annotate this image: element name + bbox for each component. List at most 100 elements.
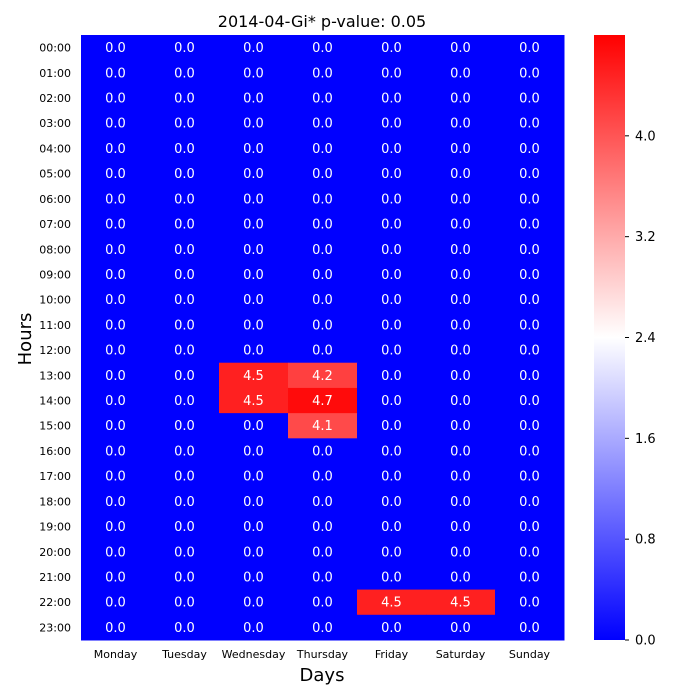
- heatmap-cell: [81, 312, 151, 338]
- heatmap-cell: [357, 463, 427, 490]
- heatmap-cell-label: 0.0: [105, 243, 126, 258]
- heatmap-cell-label: 0.0: [243, 66, 264, 81]
- heatmap-cell-label: 0.0: [174, 66, 195, 81]
- heatmap-cell: [81, 236, 151, 263]
- heatmap-cell: [150, 564, 220, 591]
- heatmap-cell-label: 0.0: [105, 545, 126, 560]
- heatmap-cell: [81, 362, 151, 389]
- heatmap-cell-label: 0.0: [519, 394, 540, 409]
- heatmap-cell-label: 0.0: [105, 293, 126, 308]
- heatmap-cell-label: 0.0: [519, 570, 540, 585]
- y-tick-label: 04:00: [39, 142, 71, 155]
- heatmap-cell: [81, 564, 151, 591]
- y-tick-label: 16:00: [39, 445, 71, 458]
- heatmap-cell: [219, 261, 289, 288]
- heatmap-cell: [219, 539, 289, 565]
- heatmap-cell-label: 0.0: [174, 570, 195, 585]
- heatmap-cell-label: 0.0: [105, 444, 126, 459]
- heatmap-cell-label: 0.0: [519, 495, 540, 510]
- y-tick-label: 11:00: [39, 319, 71, 332]
- heatmap-cell: [219, 85, 289, 112]
- heatmap-cell-label: 0.0: [519, 520, 540, 535]
- heatmap-cell: [150, 488, 220, 515]
- y-tick-label: 15:00: [39, 420, 71, 433]
- heatmap-cell-label: 0.0: [174, 268, 195, 283]
- x-axis-label: Days: [300, 665, 345, 686]
- colorbar-tick-label: 4.0: [635, 129, 656, 144]
- y-tick-label: 23:00: [39, 621, 71, 634]
- heatmap-cell: [426, 564, 496, 591]
- heatmap-cell-label: 0.0: [243, 41, 264, 56]
- heatmap-cell: [426, 261, 496, 288]
- heatmap-cell: [495, 387, 565, 414]
- heatmap-cell: [495, 589, 565, 616]
- heatmap-cell-label: 0.0: [381, 142, 402, 157]
- heatmap-cell-label: 0.0: [105, 167, 126, 182]
- heatmap-cell: [150, 387, 220, 414]
- x-tick-label: Friday: [375, 648, 409, 661]
- heatmap-cell: [288, 463, 358, 490]
- heatmap-cell-label: 0.0: [519, 369, 540, 384]
- heatmap-cell-label: 0.0: [312, 142, 333, 157]
- heatmap-cell-label: 0.0: [450, 394, 471, 409]
- colorbar-ticks: 0.0 0.8 1.6 2.4 3.2 4.0: [625, 129, 656, 649]
- heatmap-cell: [81, 60, 151, 86]
- heatmap-cell: [81, 488, 151, 515]
- heatmap-cell: [150, 337, 220, 364]
- heatmap-cell: [288, 337, 358, 364]
- heatmap-cell-label: 0.0: [174, 41, 195, 56]
- heatmap-cell: [357, 488, 427, 515]
- heatmap-cell: [426, 236, 496, 263]
- heatmap-cell: [150, 161, 220, 187]
- heatmap-cell: [426, 35, 496, 61]
- heatmap-cell: [81, 186, 151, 212]
- heatmap-cell: [288, 236, 358, 263]
- heatmap-cell-label: 0.0: [174, 470, 195, 485]
- heatmap-cell-label: 0.0: [450, 117, 471, 132]
- heatmap-cell-label: 0.0: [105, 41, 126, 56]
- heatmap-cell: [426, 312, 496, 338]
- heatmap-cell-label: 0.0: [381, 621, 402, 636]
- heatmap-cell-label: 0.0: [519, 218, 540, 233]
- heatmap-cell: [81, 287, 151, 313]
- heatmap-cell-label: 0.0: [243, 293, 264, 308]
- heatmap-cell-label: 0.0: [312, 218, 333, 233]
- y-tick-label: 05:00: [39, 168, 71, 181]
- heatmap-cell-label: 0.0: [519, 142, 540, 157]
- heatmap-cell: [357, 614, 427, 641]
- heatmap-cell-label: 0.0: [450, 318, 471, 333]
- heatmap-cell: [288, 488, 358, 515]
- heatmap-cell: [495, 287, 565, 313]
- heatmap-cell-label: 0.0: [312, 243, 333, 258]
- heatmap-cell: [150, 186, 220, 212]
- heatmap-cell-label: 0.0: [381, 167, 402, 182]
- heatmap-cell: [495, 211, 565, 238]
- heatmap-cell-label: 0.0: [312, 570, 333, 585]
- heatmap-cell-label: 0.0: [174, 394, 195, 409]
- heatmap-cell-label: 0.0: [105, 520, 126, 535]
- heatmap-cell: [288, 161, 358, 187]
- heatmap-cell-label: 0.0: [519, 596, 540, 611]
- x-tick-label: Saturday: [436, 648, 486, 661]
- heatmap-cell-label: 0.0: [105, 92, 126, 107]
- heatmap-cell-label: 0.0: [381, 117, 402, 132]
- heatmap-cell-label: 0.0: [174, 142, 195, 157]
- heatmap-cell-label: 0.0: [519, 444, 540, 459]
- heatmap-cell-label: 0.0: [519, 470, 540, 485]
- y-tick-labels: 00:00 01:00 02:00 03:00 04:00 05:00 06:00 07:00…: [39, 42, 71, 635]
- heatmap-cell-label: 0.0: [243, 167, 264, 182]
- heatmap-cell-label: 0.0: [312, 318, 333, 333]
- heatmap-cell-label: 0.0: [381, 394, 402, 409]
- heatmap-cell: [426, 85, 496, 112]
- heatmap-cell-label: 0.0: [174, 344, 195, 359]
- heatmap-cell-label: 0.0: [519, 92, 540, 107]
- heatmap-cell-label: 0.0: [519, 41, 540, 56]
- colorbar: [594, 35, 625, 640]
- heatmap-cell: [357, 539, 427, 565]
- heatmap-cell: [219, 564, 289, 591]
- heatmap-cell: [81, 161, 151, 187]
- heatmap-cell-label: 0.0: [381, 218, 402, 233]
- heatmap-cell: [426, 438, 496, 465]
- heatmap-cell-label: 0.0: [174, 92, 195, 107]
